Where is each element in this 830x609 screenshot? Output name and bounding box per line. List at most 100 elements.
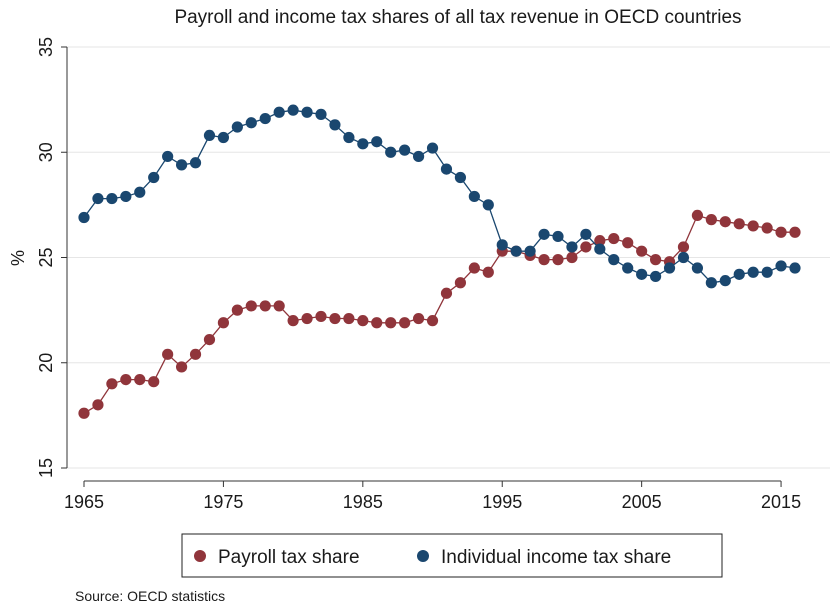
point-individual-income-tax-share-1998	[538, 228, 550, 240]
point-payroll-tax-share-1978	[259, 300, 271, 312]
legend-marker-individual-income-tax-share	[417, 550, 429, 562]
point-individual-income-tax-share-1981	[301, 106, 313, 118]
point-payroll-tax-share-1987	[385, 317, 397, 329]
point-payroll-tax-share-1999	[552, 254, 564, 266]
point-individual-income-tax-share-2010	[705, 277, 717, 289]
point-payroll-tax-share-2013	[747, 220, 759, 232]
point-payroll-tax-share-1986	[371, 317, 383, 329]
point-individual-income-tax-share-1988	[399, 144, 411, 156]
point-payroll-tax-share-1979	[273, 300, 285, 312]
point-payroll-tax-share-1998	[538, 254, 550, 266]
point-payroll-tax-share-1967	[106, 378, 118, 390]
legend-marker-payroll-tax-share	[194, 550, 206, 562]
point-individual-income-tax-share-1972	[175, 159, 188, 171]
point-payroll-tax-share-1968	[120, 373, 132, 386]
point-individual-income-tax-share-1967	[106, 192, 118, 205]
point-individual-income-tax-share-2011	[719, 275, 731, 287]
point-individual-income-tax-share-2014	[761, 266, 773, 278]
point-payroll-tax-share-1971	[162, 348, 174, 360]
point-payroll-tax-share-2002	[594, 235, 606, 247]
point-individual-income-tax-share-1993	[468, 190, 480, 203]
legend-box	[181, 533, 723, 578]
point-individual-income-tax-share-1990	[426, 142, 439, 154]
point-payroll-tax-share-2008	[677, 241, 690, 253]
x-tick-label-1995: 1995	[482, 492, 522, 512]
point-individual-income-tax-share-2002	[594, 243, 606, 255]
y-tick-label-35: 35	[36, 37, 56, 57]
y-tick-label-30: 30	[36, 142, 56, 162]
point-payroll-tax-share-1983	[329, 312, 341, 325]
point-individual-income-tax-share-1975	[217, 131, 230, 144]
point-individual-income-tax-share-1985	[357, 138, 369, 150]
x-tick-label-1985: 1985	[343, 492, 383, 512]
point-payroll-tax-share-2010	[705, 214, 717, 226]
point-individual-income-tax-share-2007	[663, 262, 676, 274]
point-individual-income-tax-share-1996	[510, 245, 522, 257]
point-payroll-tax-share-2000	[566, 251, 578, 264]
point-payroll-tax-share-1990	[426, 315, 439, 327]
point-individual-income-tax-share-1974	[203, 129, 216, 142]
point-individual-income-tax-share-2012	[733, 268, 745, 280]
point-payroll-tax-share-2004	[622, 237, 634, 249]
point-payroll-tax-share-2009	[691, 209, 704, 221]
series-line-payroll-tax-share	[83, 214, 795, 414]
point-individual-income-tax-share-1991	[440, 163, 453, 175]
point-individual-income-tax-share-2016	[789, 262, 801, 274]
point-payroll-tax-share-1994	[482, 266, 494, 278]
point-individual-income-tax-share-1968	[120, 190, 132, 203]
point-payroll-tax-share-1970	[148, 376, 160, 388]
point-payroll-tax-share-1969	[134, 373, 146, 386]
axes: 15 20 25 30 35 1965 1975 1985 1995 2005 2015	[36, 37, 801, 512]
point-individual-income-tax-share-2004	[622, 262, 634, 274]
point-individual-income-tax-share-1978	[259, 112, 271, 125]
point-payroll-tax-share-1980	[287, 315, 299, 327]
series-layer	[78, 104, 801, 419]
legend-label-individual-income-tax-share: Individual income tax share	[441, 547, 671, 568]
point-individual-income-tax-share-1971	[162, 150, 174, 163]
point-individual-income-tax-share-1983	[329, 119, 341, 131]
point-individual-income-tax-share-2008	[677, 251, 690, 264]
point-individual-income-tax-share-2000	[566, 241, 578, 253]
y-axis-label: %	[8, 250, 28, 266]
x-tick-label-1975: 1975	[203, 492, 243, 512]
point-individual-income-tax-share-2013	[747, 266, 759, 278]
point-payroll-tax-share-2003	[608, 232, 620, 245]
point-individual-income-tax-share-1977	[245, 117, 257, 129]
point-individual-income-tax-share-1970	[148, 171, 160, 184]
point-payroll-tax-share-1992	[454, 277, 467, 289]
point-individual-income-tax-share-1994	[482, 199, 494, 211]
y-tick-label-15: 15	[36, 458, 56, 478]
point-payroll-tax-share-1974	[203, 333, 216, 346]
point-payroll-tax-share-1991	[440, 287, 453, 299]
point-payroll-tax-share-1965	[78, 407, 90, 419]
point-payroll-tax-share-2005	[636, 245, 648, 257]
point-payroll-tax-share-2015	[775, 226, 787, 238]
point-individual-income-tax-share-1965	[78, 211, 90, 224]
point-payroll-tax-share-1993	[468, 262, 480, 274]
point-payroll-tax-share-2014	[761, 222, 773, 234]
point-payroll-tax-share-1972	[175, 361, 188, 373]
point-individual-income-tax-share-1989	[412, 150, 425, 163]
point-individual-income-tax-share-2001	[580, 228, 592, 240]
point-payroll-tax-share-1976	[231, 304, 243, 316]
point-individual-income-tax-share-1999	[552, 230, 564, 243]
point-individual-income-tax-share-1982	[315, 108, 327, 120]
point-payroll-tax-share-2016	[789, 226, 801, 238]
point-individual-income-tax-share-1969	[134, 186, 146, 198]
point-payroll-tax-share-1989	[412, 312, 425, 325]
point-individual-income-tax-share-1966	[92, 192, 104, 205]
point-individual-income-tax-share-2003	[608, 254, 620, 266]
point-payroll-tax-share-2012	[733, 218, 745, 230]
point-payroll-tax-share-1984	[343, 312, 355, 325]
y-tick-label-25: 25	[36, 247, 56, 267]
point-individual-income-tax-share-1986	[371, 136, 383, 148]
point-payroll-tax-share-1981	[301, 312, 313, 325]
point-individual-income-tax-share-2005	[636, 268, 648, 280]
source-note: Source: OECD statistics	[75, 588, 225, 604]
x-tick-label-1965: 1965	[64, 492, 104, 512]
point-payroll-tax-share-1973	[189, 348, 202, 360]
point-individual-income-tax-share-1973	[189, 157, 202, 169]
point-individual-income-tax-share-1980	[287, 104, 299, 116]
point-individual-income-tax-share-2006	[649, 270, 662, 283]
